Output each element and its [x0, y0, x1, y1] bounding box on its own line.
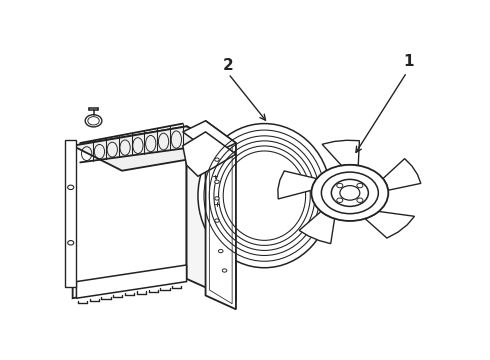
Circle shape: [219, 249, 223, 253]
Circle shape: [215, 158, 219, 161]
Circle shape: [222, 269, 227, 272]
Ellipse shape: [198, 123, 331, 268]
Polygon shape: [76, 265, 187, 298]
Circle shape: [85, 115, 102, 127]
Text: 2: 2: [223, 58, 234, 73]
Polygon shape: [206, 121, 236, 309]
Polygon shape: [299, 211, 335, 244]
Circle shape: [331, 179, 368, 206]
Polygon shape: [187, 126, 236, 301]
Circle shape: [68, 185, 74, 190]
Circle shape: [68, 240, 74, 245]
Polygon shape: [73, 126, 187, 298]
Circle shape: [321, 172, 378, 214]
Polygon shape: [183, 132, 236, 176]
Circle shape: [215, 219, 219, 222]
Circle shape: [337, 198, 343, 202]
Polygon shape: [383, 159, 421, 190]
Circle shape: [88, 117, 99, 125]
Circle shape: [337, 183, 343, 188]
Circle shape: [357, 198, 363, 202]
Polygon shape: [73, 126, 236, 171]
Polygon shape: [278, 171, 317, 199]
Circle shape: [215, 180, 219, 184]
Circle shape: [215, 197, 219, 200]
Text: 1: 1: [403, 54, 414, 69]
Polygon shape: [365, 211, 415, 238]
Polygon shape: [322, 140, 359, 166]
Circle shape: [340, 186, 360, 200]
Circle shape: [357, 183, 363, 188]
Polygon shape: [65, 140, 76, 287]
Circle shape: [312, 165, 388, 221]
Polygon shape: [183, 121, 236, 154]
